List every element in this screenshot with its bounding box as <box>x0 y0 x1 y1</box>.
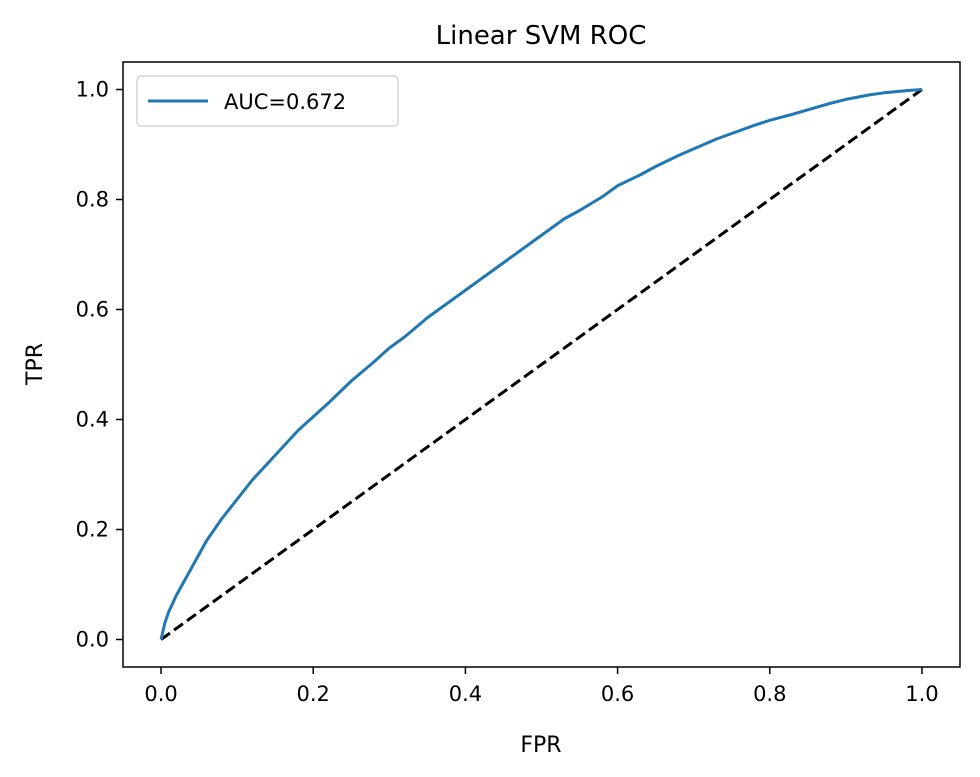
x-tick-label: 0.6 <box>601 682 634 706</box>
y-tick-label: 0.6 <box>76 298 109 322</box>
y-tick-label: 0.0 <box>76 628 109 652</box>
legend-label: AUC=0.672 <box>224 90 346 114</box>
x-tick-label: 0.0 <box>144 682 177 706</box>
x-tick-label: 1.0 <box>905 682 938 706</box>
legend: AUC=0.672 <box>136 75 399 127</box>
chance-diagonal-line <box>160 88 923 641</box>
axis-ticks: 0.0 0.2 0.4 0.6 0.8 1.0 0.0 0.2 0.4 0.6 0.8 1.0 <box>76 78 939 707</box>
legend-box <box>136 75 399 127</box>
y-tick-label: 0.8 <box>76 188 109 212</box>
x-axis-label: FPR <box>520 733 561 758</box>
x-tick-label: 0.2 <box>297 682 330 706</box>
roc-curve-line <box>159 88 923 640</box>
x-tick-label: 0.8 <box>753 682 786 706</box>
chart-title: Linear SVM ROC <box>436 21 647 51</box>
y-axis-label: TPR <box>23 343 48 386</box>
axes-frame <box>122 61 961 668</box>
plot-area <box>159 88 923 641</box>
y-tick-label: 0.4 <box>76 408 109 432</box>
y-tick-label: 1.0 <box>76 78 109 102</box>
x-tick-label: 0.4 <box>449 682 482 706</box>
y-tick-label: 0.2 <box>76 518 109 542</box>
